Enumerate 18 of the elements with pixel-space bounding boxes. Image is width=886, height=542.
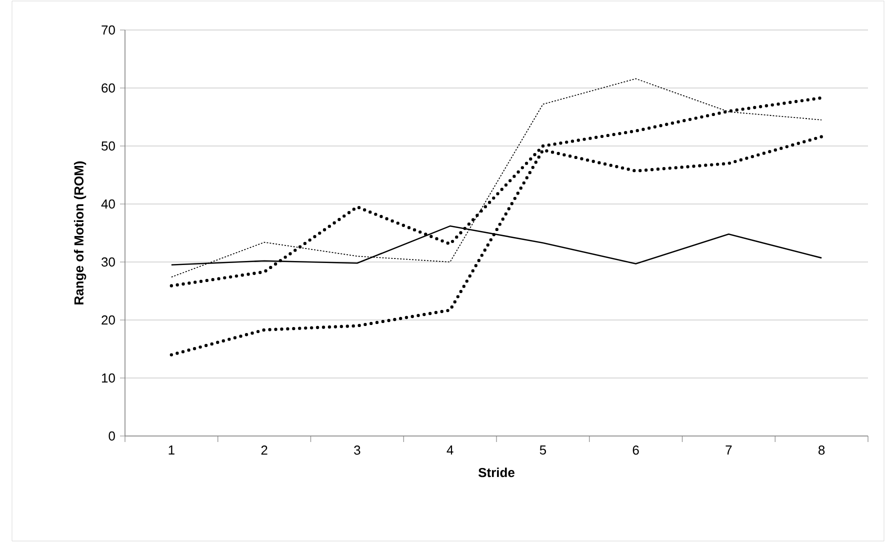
y-tick-label: 0 (108, 431, 115, 441)
y-tick-label: 50 (102, 141, 115, 151)
y-tick-label: 20 (102, 315, 115, 325)
x-tick-label: 3 (354, 446, 360, 455)
x-tick-label: 2 (261, 446, 268, 455)
y-tick-label: 30 (102, 257, 115, 267)
x-tick-label: 4 (446, 446, 454, 454)
x-tick-label: 1 (168, 446, 174, 454)
x-tick-label: 6 (632, 446, 639, 455)
x-tick-label: 5 (540, 446, 546, 455)
y-tick-label: 10 (102, 373, 115, 383)
x-tick-label: 7 (726, 446, 732, 454)
y-tick-label: 60 (102, 83, 115, 93)
x-axis-title: Stride (478, 468, 514, 478)
y-tick-label: 40 (101, 199, 115, 209)
y-axis-title: Range of Motion (ROM) (74, 161, 86, 304)
x-tick-label: 8 (818, 446, 825, 455)
y-tick-label: 70 (102, 25, 115, 35)
